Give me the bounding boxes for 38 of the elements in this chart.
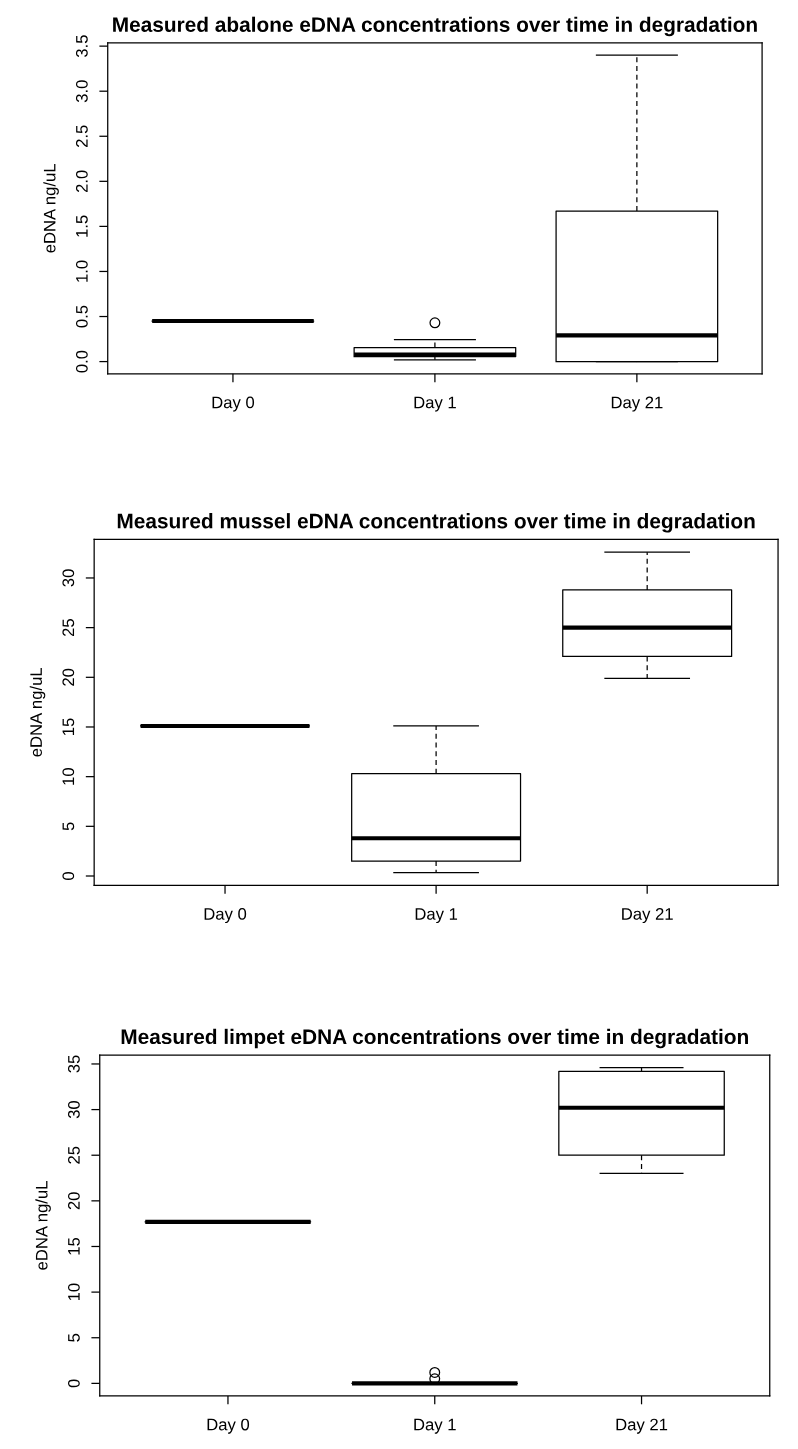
chart-title: Measured abalone eDNA concentrations over time in degradation xyxy=(113,16,757,37)
y-tick-label: 20 xyxy=(62,668,75,686)
y-tick-label: 30 xyxy=(62,569,75,587)
y-tick-label: 2.0 xyxy=(75,170,88,193)
y-tick-label: 10 xyxy=(67,1283,80,1301)
y-tick-label: 0 xyxy=(62,872,75,880)
y-tick-label: 1.0 xyxy=(75,260,88,282)
chart-title: Measured limpet eDNA concentrations over time in degradation xyxy=(121,1028,748,1049)
y-axis-title: eDNA ng/uL xyxy=(43,163,59,253)
x-tick-label: Day 21 xyxy=(622,908,673,924)
y-tick-label: 2.5 xyxy=(75,125,88,148)
x-tick-label: Day 21 xyxy=(611,396,663,412)
y-tick-label: 3.0 xyxy=(75,80,88,103)
x-tick-label: Day 1 xyxy=(415,908,458,924)
y-tick-label: 15 xyxy=(68,1237,80,1255)
x-tick-label: Day 0 xyxy=(204,908,247,924)
y-tick-label: 20 xyxy=(67,1192,80,1210)
y-tick-label: 0.0 xyxy=(75,350,88,373)
y-tick-label: 3.5 xyxy=(75,35,88,58)
x-tick-label: Day 1 xyxy=(414,396,456,412)
y-tick-label: 1.5 xyxy=(76,215,88,237)
y-tick-label: 5 xyxy=(62,822,75,831)
y-tick-label: 30 xyxy=(67,1100,80,1119)
y-axis-title: eDNA ng/uL xyxy=(35,1181,51,1270)
y-tick-label: 10 xyxy=(62,768,75,785)
y-tick-label: 0 xyxy=(67,1379,80,1388)
x-tick-label: Day 0 xyxy=(212,396,255,412)
y-tick-label: 25 xyxy=(67,1146,80,1164)
y-tick-label: 0.5 xyxy=(75,305,88,328)
x-tick-label: Day 1 xyxy=(414,1418,456,1434)
x-tick-label: Day 0 xyxy=(207,1418,250,1434)
x-tick-label: Day 21 xyxy=(616,1418,668,1434)
chart-title: Measured mussel eDNA concentrations over time in degradation xyxy=(117,513,755,533)
y-tick-label: 5 xyxy=(68,1333,80,1342)
y-tick-label: 35 xyxy=(67,1055,80,1073)
y-axis-title: eDNA ng/uL xyxy=(29,667,46,757)
y-tick-label: 25 xyxy=(62,619,75,637)
y-tick-label: 15 xyxy=(62,718,75,735)
